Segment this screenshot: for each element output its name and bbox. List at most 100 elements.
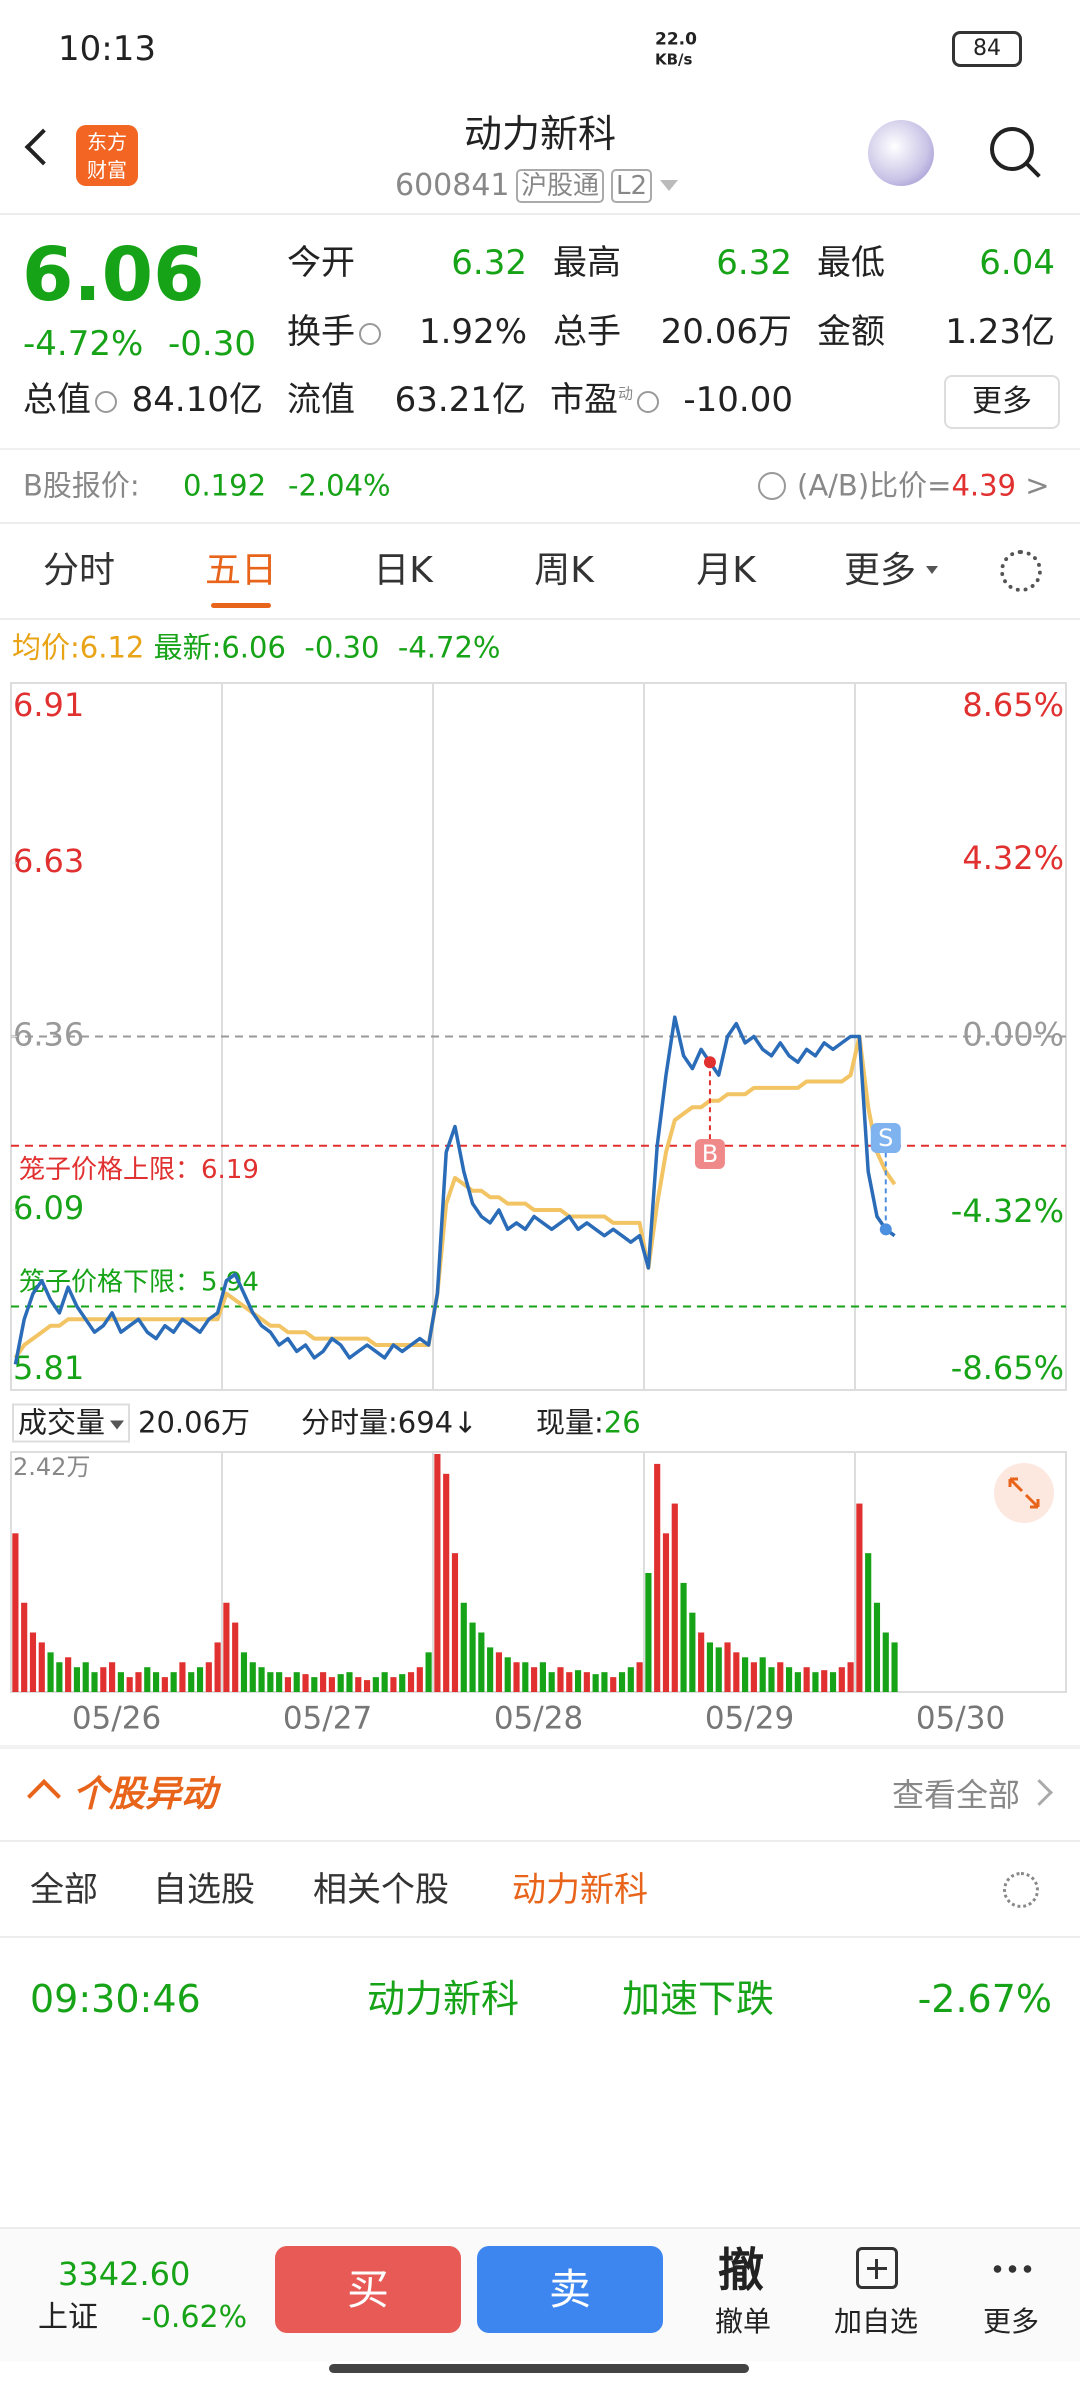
alert-tab[interactable]: 自选股	[153, 1870, 255, 1910]
volume-selector[interactable]: 成交量	[12, 1403, 131, 1443]
tab[interactable]: 月K	[696, 550, 756, 591]
volume-bar	[495, 1652, 503, 1692]
info-icon[interactable]	[95, 390, 117, 413]
alert-tab[interactable]: 全部	[30, 1870, 98, 1910]
volume-frame	[10, 1451, 1067, 1693]
cancel-label[interactable]: 撤单	[715, 2305, 772, 2338]
help-icon[interactable]	[758, 472, 786, 500]
volume-bar	[320, 1672, 327, 1692]
dropdown-arrow[interactable]	[660, 180, 678, 191]
volume-bar	[144, 1667, 151, 1692]
search-button[interactable]	[990, 127, 1034, 171]
alert-settings[interactable]	[1003, 1872, 1039, 1908]
title: 动力新科	[463, 112, 616, 156]
volume-bar	[109, 1662, 116, 1692]
volume-bar	[267, 1672, 274, 1692]
volume-bar	[566, 1672, 573, 1692]
settings-button[interactable]	[1000, 550, 1042, 592]
avg-line	[13, 1034, 897, 1360]
cancel-icon[interactable]: 撤	[718, 2243, 764, 2297]
view-all[interactable]: 查看全部	[891, 1776, 1020, 1814]
volume-total: 20.06万	[138, 1405, 251, 1440]
volume-bar	[179, 1662, 186, 1692]
info-icon[interactable]	[637, 390, 660, 413]
watch-icon[interactable]	[856, 2247, 898, 2289]
volume-bar	[627, 1667, 634, 1692]
info-icon[interactable]	[359, 322, 381, 345]
index-value[interactable]: 3342.60	[58, 2255, 191, 2293]
volume-bar	[742, 1657, 749, 1692]
net-speed: 22.0	[655, 29, 697, 50]
volume-bar	[65, 1657, 72, 1692]
volume-bar	[196, 1667, 204, 1692]
more-label[interactable]: 更多	[983, 2305, 1040, 2338]
change: -0.30	[168, 324, 256, 364]
x-tick-label: 05/29	[705, 1701, 794, 1737]
b-share-price: 0.192	[183, 468, 267, 503]
field-label: 今开	[287, 243, 355, 283]
volume-bar	[785, 1667, 793, 1692]
volume-bar	[293, 1672, 300, 1692]
y-tick-label: 5.81	[13, 1349, 84, 1387]
index-name[interactable]: 上证	[38, 2300, 98, 2335]
volume-bar	[47, 1652, 54, 1692]
volume-bar	[504, 1657, 511, 1692]
volume-bar	[706, 1642, 714, 1692]
volume-bar	[645, 1572, 652, 1692]
field-label: 金额	[817, 312, 885, 352]
field-label-text: 市盈	[550, 380, 618, 420]
avatar[interactable]	[868, 120, 934, 186]
field-value: 84.10亿	[131, 380, 263, 420]
volume-bar	[443, 1473, 450, 1692]
ratio-arrow[interactable]: >	[1025, 468, 1050, 503]
more-icon[interactable]	[990, 2265, 1034, 2273]
tab[interactable]: 分时	[42, 550, 116, 591]
tab[interactable]: 更多	[843, 550, 917, 591]
alert-tab[interactable]: 动力新科	[512, 1870, 648, 1910]
volume-bar	[223, 1602, 230, 1692]
tag: L2	[611, 169, 653, 203]
more-button[interactable]: 更多	[944, 375, 1060, 429]
volume-bar	[170, 1672, 177, 1692]
ratio-value: 4.39	[951, 468, 1017, 503]
index-change[interactable]: -0.62%	[141, 2300, 248, 2335]
y-tick-label: 6.91	[13, 686, 84, 724]
watch-label[interactable]: 加自选	[834, 2305, 919, 2338]
divider	[0, 1936, 1080, 1938]
volume-bar	[21, 1602, 28, 1692]
volume-bar	[698, 1632, 705, 1692]
volume-bar	[29, 1632, 37, 1692]
volume-bar	[478, 1632, 485, 1692]
cage-label-text: 笼子价格下限：	[19, 1267, 201, 1297]
volume-bar	[689, 1612, 696, 1692]
volume-bar	[188, 1672, 195, 1692]
buy-button[interactable]: 买	[275, 2246, 461, 2333]
volume-tick-label: 2.42万	[13, 1453, 90, 1481]
logo-text: 东方	[87, 130, 127, 154]
marker-badge	[694, 1139, 725, 1169]
alert-time: 09:30:46	[30, 1977, 201, 2021]
tick-volume: 分时量:694↓	[301, 1405, 478, 1440]
volume-bar	[469, 1622, 476, 1692]
tab[interactable]: 日K	[373, 550, 433, 591]
y2-tick-label: -8.65%	[951, 1349, 1064, 1387]
price: 6.06	[22, 232, 205, 318]
volume-bar	[487, 1647, 494, 1692]
tab[interactable]: 周K	[534, 550, 594, 591]
sell-button[interactable]: 卖	[477, 2246, 663, 2333]
alert-tab[interactable]: 相关个股	[313, 1870, 449, 1910]
y2-tick-label: -4.32%	[951, 1192, 1064, 1230]
change-pct: -4.72%	[23, 324, 144, 364]
stock-code: 600841	[395, 168, 510, 203]
volume-bar	[205, 1662, 212, 1692]
volume-bar	[355, 1677, 362, 1692]
volume-bar	[838, 1667, 845, 1692]
volume-bar	[249, 1662, 256, 1692]
field-value: 6.04	[979, 243, 1055, 283]
volume-bar	[733, 1652, 740, 1692]
volume-bar	[328, 1677, 335, 1692]
volume-bar	[750, 1662, 757, 1692]
tab[interactable]: 五日	[204, 550, 278, 591]
marker-badge	[870, 1123, 901, 1153]
volume-bar	[759, 1657, 766, 1692]
